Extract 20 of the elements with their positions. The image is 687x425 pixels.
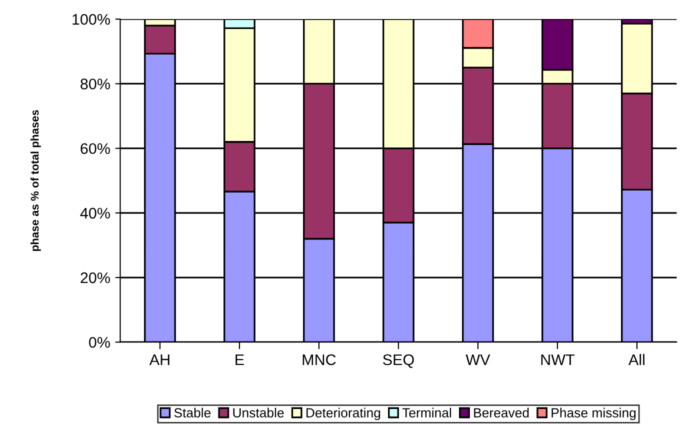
y-tick-label: 80% [80,78,110,90]
y-tick-label: 40% [80,208,110,219]
legend-label: Stable [174,408,211,418]
legend-label: Terminal [402,408,452,418]
legend-label: Unstable [233,408,284,418]
x-tick-label: All [628,354,644,365]
legend-label: Deteriorating [306,408,380,420]
x-tick-label: NWT [541,354,574,365]
x-tick-label: MNC [302,354,336,366]
y-tick-label: 20% [80,272,110,284]
y-tick-label: 100% [72,14,110,25]
y-axis-title: phase as % of total phases [30,110,41,251]
legend-label: Bereaved [474,408,529,418]
x-tick-label: WV [466,354,490,365]
x-tick-label: SEQ [383,354,414,368]
y-tick-label: 60% [80,143,110,154]
x-tick-label: E [236,354,244,365]
legend-label: Phase missing [552,408,636,420]
x-tick-label: AH [149,354,170,365]
y-tick-label: 0% [89,336,110,348]
